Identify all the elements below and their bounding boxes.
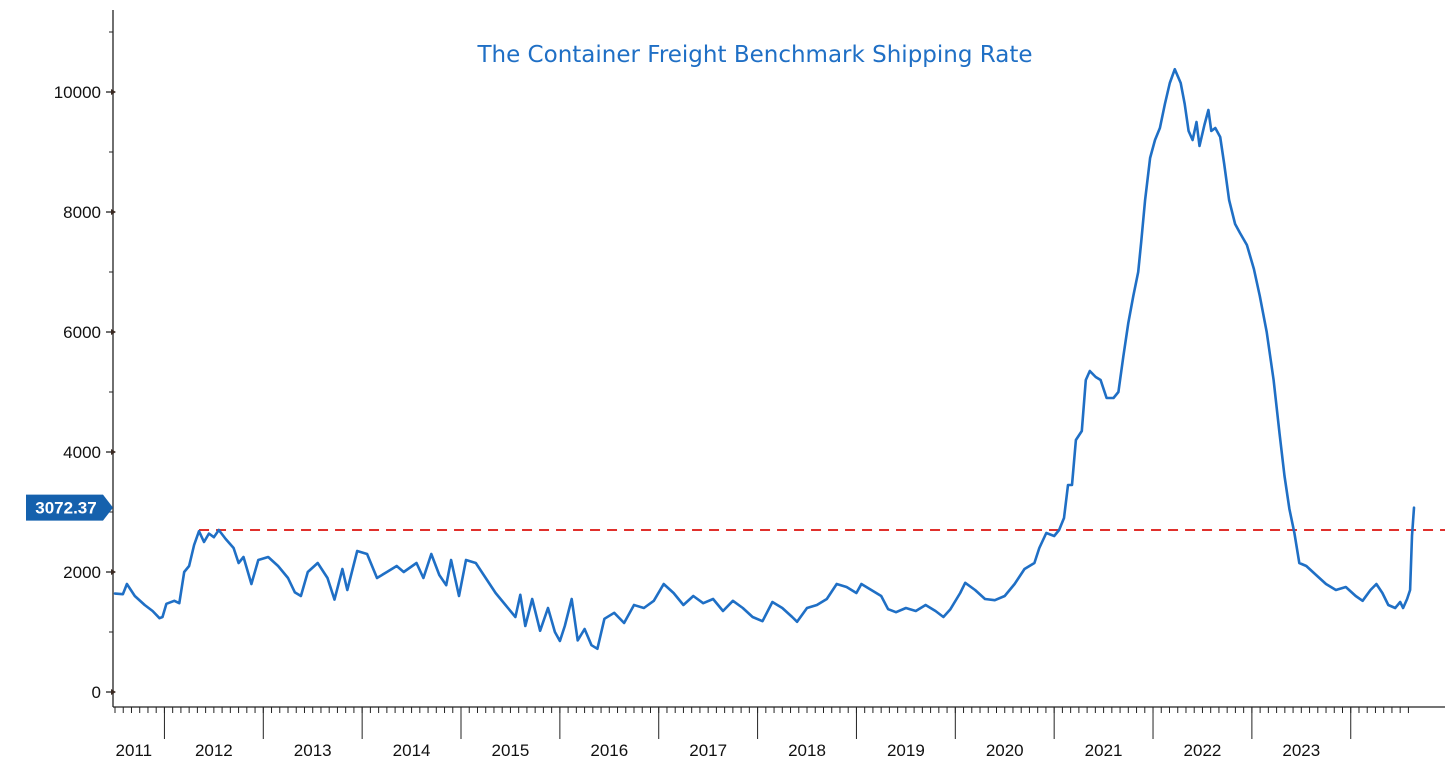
y-tick-marker <box>111 89 116 95</box>
y-tick-marker <box>111 209 116 215</box>
x-tick-label: 2012 <box>195 741 233 760</box>
x-tick-label: 2019 <box>887 741 925 760</box>
x-tick-label: 2017 <box>689 741 727 760</box>
x-tick-label: 2021 <box>1085 741 1123 760</box>
y-tick-marker <box>111 569 116 575</box>
x-tick-label: 2023 <box>1282 741 1320 760</box>
x-tick-label: 2011 <box>116 741 153 760</box>
y-tick-marker <box>111 449 116 455</box>
last-value-label: 3072.37 <box>35 499 96 518</box>
chart-title: The Container Freight Benchmark Shipping… <box>476 42 1032 68</box>
y-tick-label: 6000 <box>63 323 101 342</box>
x-tick-label: 2015 <box>492 741 530 760</box>
x-tick-label: 2018 <box>788 741 826 760</box>
y-tick-marker <box>111 329 116 335</box>
last-value-badge <box>26 494 113 521</box>
x-tick-label: 2013 <box>294 741 332 760</box>
y-tick-label: 2000 <box>63 563 101 582</box>
series-line <box>113 67 1416 651</box>
y-tick-label: 8000 <box>63 203 101 222</box>
y-tick-label: 0 <box>92 683 101 702</box>
x-tick-label: 2020 <box>986 741 1024 760</box>
y-tick-label: 4000 <box>63 443 101 462</box>
x-tick-label: 2014 <box>393 741 431 760</box>
x-tick-label: 2022 <box>1184 741 1222 760</box>
x-tick-label: 2016 <box>590 741 628 760</box>
y-tick-marker <box>111 689 116 695</box>
y-tick-label: 10000 <box>54 83 101 102</box>
